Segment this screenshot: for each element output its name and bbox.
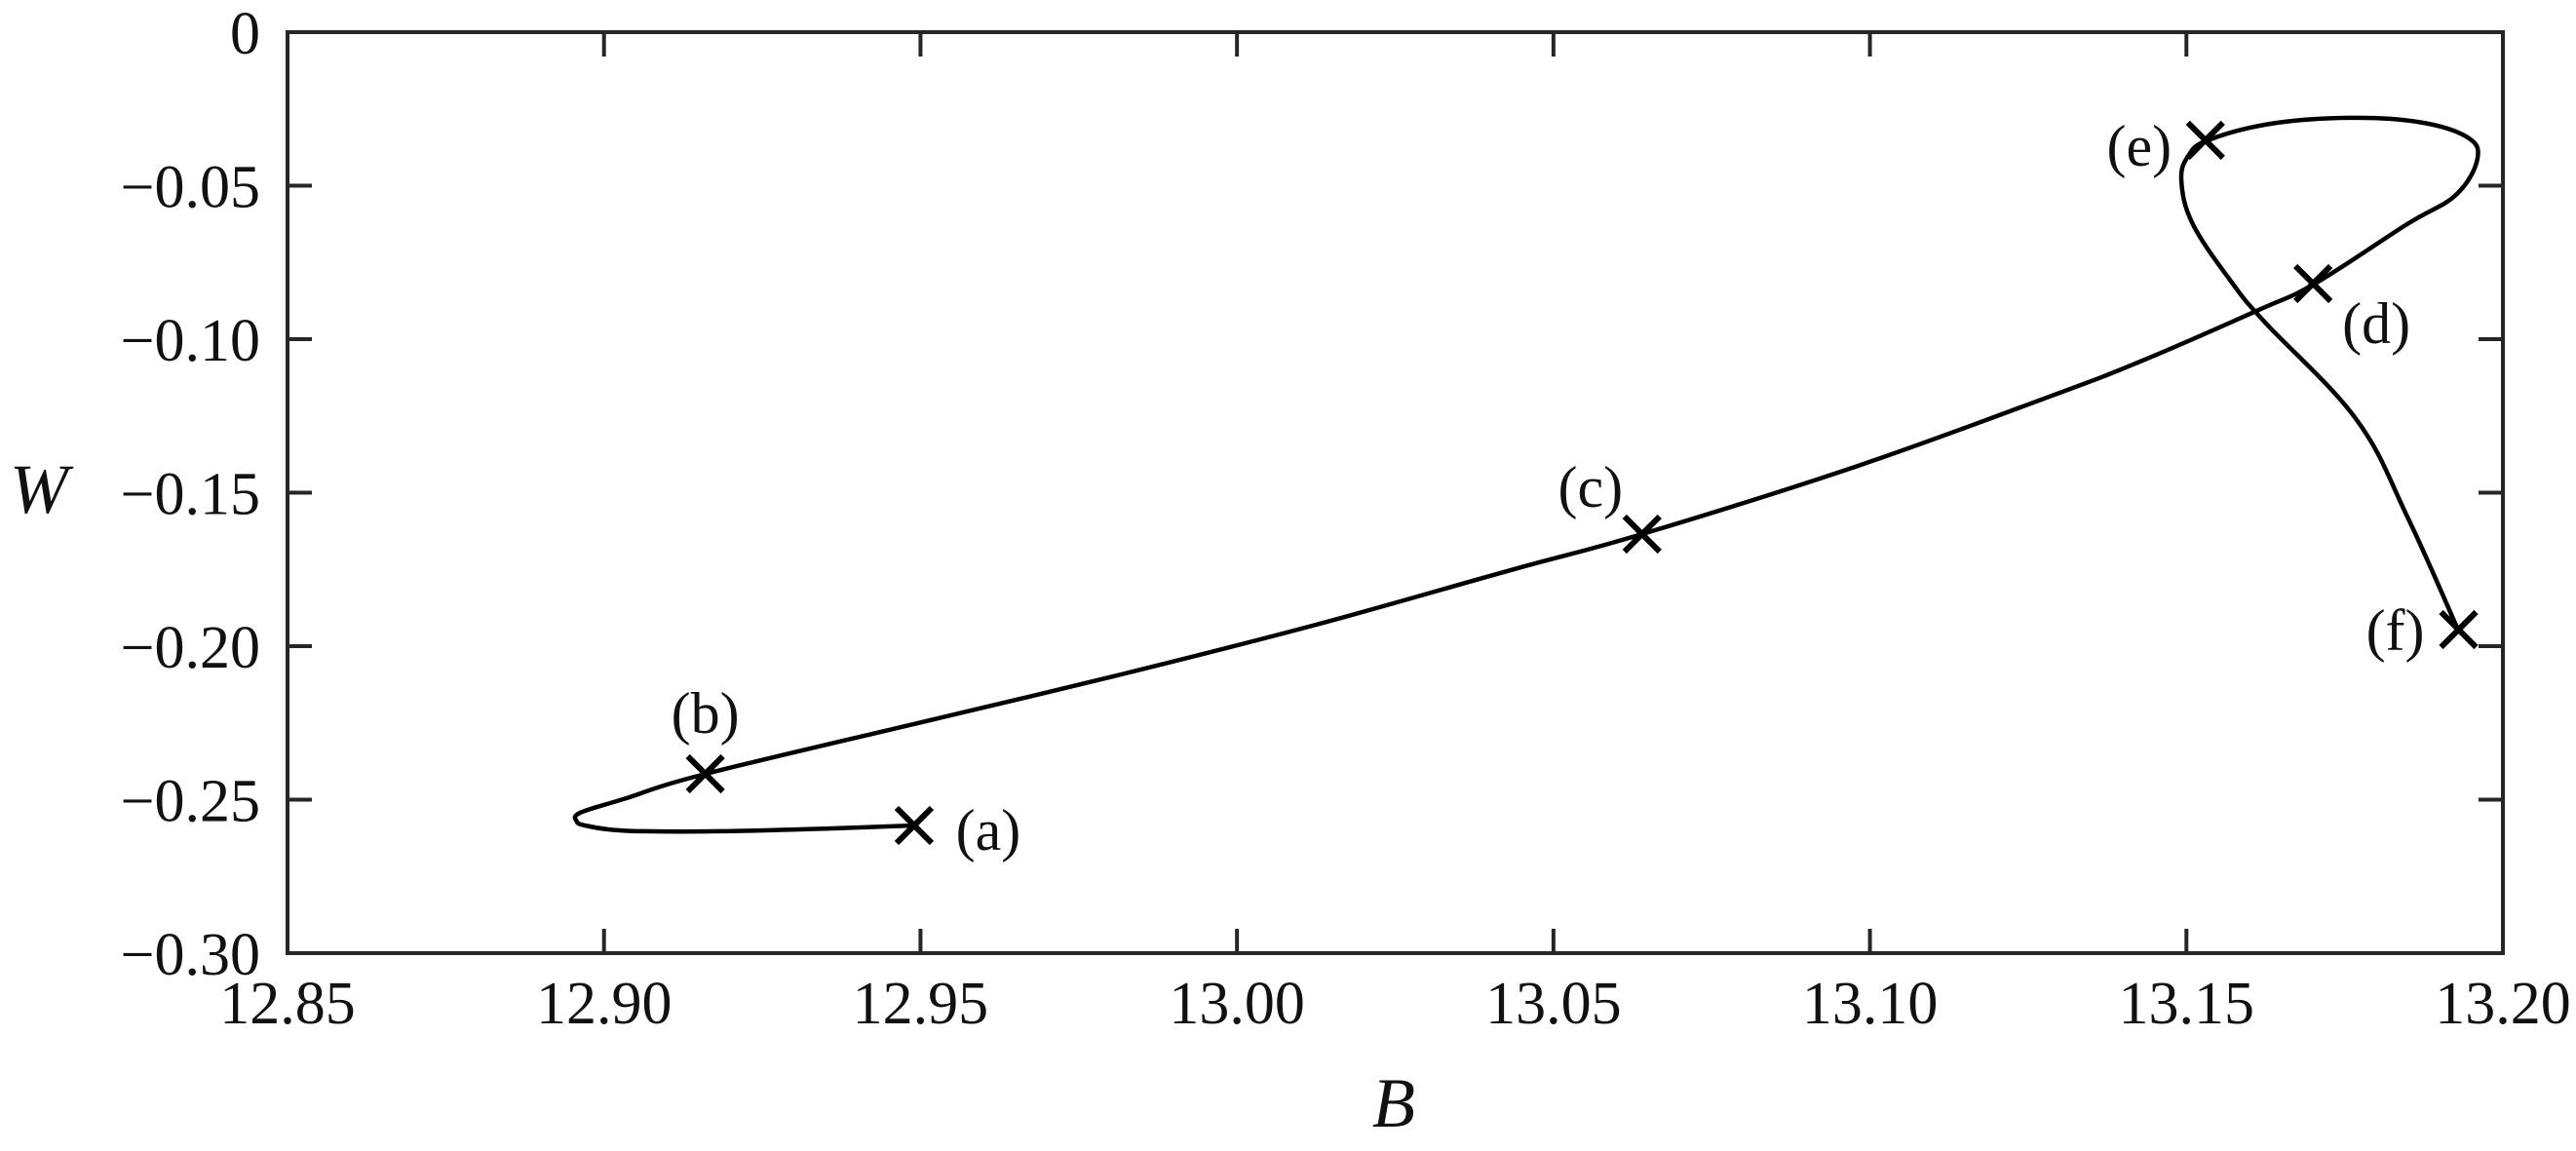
y-tick-label: −0.10 — [121, 308, 260, 374]
point-label: (f) — [2366, 598, 2425, 663]
x-tick-label: 13.00 — [1169, 971, 1305, 1037]
point-label: (a) — [956, 798, 1021, 863]
y-tick-label: −0.25 — [121, 769, 260, 835]
x-marker-icon — [2185, 120, 2225, 161]
x-tick-label: 13.10 — [1802, 971, 1939, 1037]
y-tick-label: −0.15 — [121, 462, 260, 528]
x-axis-tick-labels: 12.85 12.90 12.95 13.00 13.05 13.10 13.15 13.20 — [219, 971, 2571, 1037]
point-annotations: (a) (b) (c) (d) (e) (f) — [672, 114, 2425, 863]
x-marker-icon — [1622, 514, 1662, 555]
x-tick-label: 12.90 — [536, 971, 673, 1037]
x-marker-icon — [685, 753, 725, 794]
x-tick-label: 13.15 — [2119, 971, 2255, 1037]
x-tick-label: 12.85 — [219, 971, 356, 1037]
y-axis-title: W — [10, 450, 74, 528]
x-axis-title: B — [1372, 1064, 1415, 1142]
x-tick-label: 12.95 — [853, 971, 989, 1037]
x-marker-icon — [894, 805, 935, 846]
x-marker-icon — [2439, 609, 2479, 650]
plot-frame — [286, 30, 2505, 955]
point-label: (b) — [672, 681, 740, 746]
x-tick-label: 13.20 — [2435, 971, 2571, 1037]
y-tick-label: −0.30 — [121, 922, 260, 988]
point-label: (c) — [1557, 455, 1623, 519]
y-tick-label: −0.20 — [121, 615, 260, 681]
trajectory-curve — [572, 115, 2480, 834]
y-tick-label: 0 — [230, 1, 260, 67]
x-marker-icon — [2293, 263, 2333, 304]
x-tick-label: 13.05 — [1485, 971, 1622, 1037]
point-markers — [685, 120, 2479, 846]
y-axis-tick-labels: 0 −0.05 −0.10 −0.15 −0.20 −0.25 −0.30 — [121, 1, 260, 988]
y-tick-label: −0.05 — [121, 155, 260, 221]
point-label: (e) — [2106, 114, 2172, 178]
point-label: (d) — [2342, 291, 2410, 356]
